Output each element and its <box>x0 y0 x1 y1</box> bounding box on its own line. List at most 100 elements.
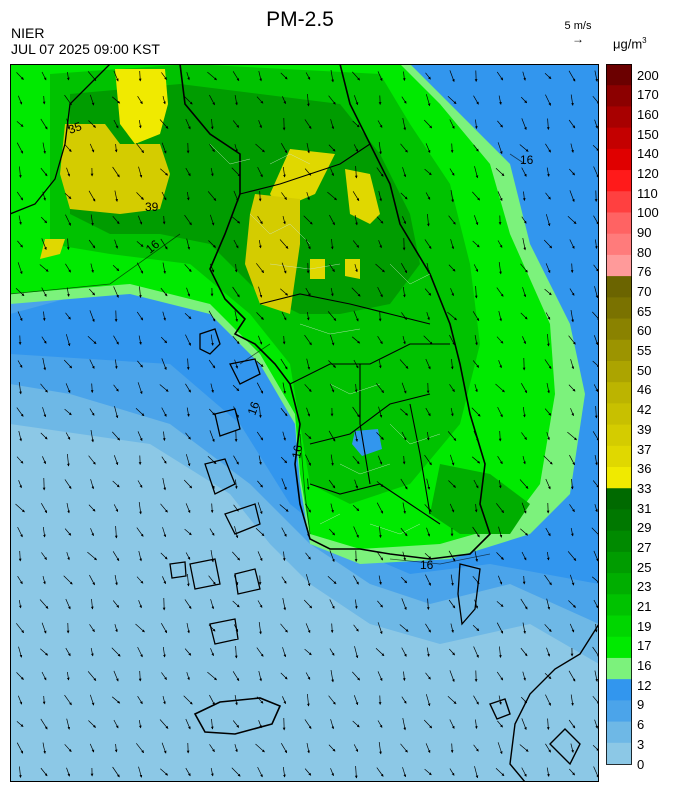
wind-arrow-icon <box>521 551 527 561</box>
legend-label: 76 <box>637 264 652 280</box>
wind-arrow-icon <box>90 214 94 226</box>
wind-arrow-icon <box>114 743 118 753</box>
legend-label: 21 <box>637 599 652 614</box>
wind-arrow-icon <box>234 95 238 106</box>
wind-arrow-icon <box>521 118 527 131</box>
wind-arrow-icon <box>594 455 598 466</box>
wind-arrow-icon <box>377 622 383 635</box>
wind-arrow-icon <box>474 599 479 609</box>
wind-arrow-icon <box>546 118 550 130</box>
wind-arrow-icon <box>376 432 384 440</box>
wind-arrow-icon <box>184 648 192 656</box>
wind-arrow-icon <box>593 166 599 178</box>
wind-arrow-icon <box>472 191 481 201</box>
wind-arrow-icon <box>65 598 71 610</box>
wind-arrow-icon <box>352 504 360 512</box>
wind-arrow-icon <box>545 478 551 490</box>
wind-arrow-icon <box>546 551 550 561</box>
legend-swatch <box>606 403 632 426</box>
wind-arrow-icon <box>89 143 95 153</box>
wind-arrow-icon <box>159 719 169 729</box>
wind-arrow-icon <box>280 358 288 370</box>
wind-arrow-icon <box>233 575 239 586</box>
wind-arrow-icon <box>330 454 334 466</box>
wind-arrow-icon <box>472 575 480 585</box>
wind-arrow-icon <box>18 646 23 658</box>
wind-arrow-icon <box>449 768 455 776</box>
wind-arrow-icon <box>303 215 313 225</box>
wind-arrow-icon <box>401 382 407 394</box>
wind-arrow-icon <box>63 575 73 585</box>
wind-arrow-icon <box>472 526 480 538</box>
wind-arrow-icon <box>305 552 311 560</box>
wind-arrow-icon <box>89 743 95 753</box>
field-36-39-central <box>245 194 300 314</box>
wind-arrow-icon <box>42 191 46 201</box>
wind-arrow-icon <box>402 336 406 345</box>
wind-arrow-icon <box>135 407 145 417</box>
wind-arrow-icon <box>186 72 190 81</box>
wind-arrow-icon <box>329 599 335 609</box>
wind-arrow-icon <box>232 120 240 128</box>
wind-arrow-icon <box>449 648 456 656</box>
wind-arrow-icon <box>280 288 289 296</box>
wind-arrow-icon <box>136 576 144 584</box>
wind-arrow-icon <box>568 119 576 129</box>
wind-arrow-icon <box>112 166 120 178</box>
wind-arrow-icon <box>330 238 334 250</box>
wind-arrow-icon <box>209 214 215 226</box>
wind-arrow-icon <box>376 767 384 777</box>
wind-arrow-icon <box>351 336 361 344</box>
wind-arrow-icon <box>113 384 119 392</box>
wind-arrow-icon <box>426 312 430 321</box>
wind-arrow-icon <box>162 311 166 321</box>
wind-arrow-icon <box>210 718 214 730</box>
field-low-pocket <box>352 429 382 456</box>
legend-label: 17 <box>637 638 652 654</box>
wind-arrow-icon <box>281 192 287 200</box>
contour-label-35: 35 <box>66 119 84 137</box>
legend-swatch <box>606 509 632 532</box>
wind-arrow-icon <box>17 95 23 105</box>
wind-arrow-icon <box>449 454 455 466</box>
wind-arrow-icon <box>40 432 48 440</box>
wind-arrow-icon <box>40 216 48 224</box>
wind-arrow-icon <box>41 622 47 634</box>
wind-arrow-icon <box>376 216 384 224</box>
wind-arrow-icon <box>16 672 24 680</box>
wind-arrow-icon <box>376 502 384 514</box>
legend-swatch <box>606 657 632 680</box>
wind-arrow-icon <box>112 551 120 562</box>
wind-arrow-icon <box>474 550 479 562</box>
wind-arrow-icon <box>305 238 311 250</box>
wind-arrow-icon <box>425 192 431 200</box>
wind-arrow-icon <box>568 70 576 82</box>
wind-arrow-icon <box>282 216 286 225</box>
wind-arrow-icon <box>449 70 455 83</box>
wind-arrow-icon <box>593 550 599 562</box>
wind-arrow-icon <box>449 119 455 129</box>
field-36-39-north <box>115 69 168 144</box>
wind-arrow-icon <box>544 288 552 296</box>
legend-swatch <box>606 212 632 235</box>
wind-arrow-icon <box>160 287 168 297</box>
wind-arrow-icon <box>424 768 432 776</box>
wind-arrow-icon <box>520 696 528 704</box>
wind-arrow-icon <box>473 744 479 752</box>
wind-scale-arrow-icon: → <box>572 32 584 46</box>
wind-arrow-icon <box>425 672 431 680</box>
wind-arrow-icon <box>399 624 409 632</box>
wind-arrow-icon <box>496 671 504 681</box>
wind-arrow-icon <box>185 767 191 777</box>
wind-arrow-icon <box>65 432 71 440</box>
wind-arrow-icon <box>402 216 406 225</box>
wind-arrow-icon <box>66 118 71 130</box>
wind-arrow-icon <box>330 288 334 297</box>
wind-arrow-icon <box>593 335 599 346</box>
wind-arrow-icon <box>568 335 576 345</box>
wind-arrow-icon <box>495 383 505 393</box>
wind-arrow-icon <box>160 336 168 344</box>
wind-arrow-icon <box>281 311 287 321</box>
wind-arrow-icon <box>450 408 454 417</box>
wind-arrow-icon <box>544 359 552 369</box>
